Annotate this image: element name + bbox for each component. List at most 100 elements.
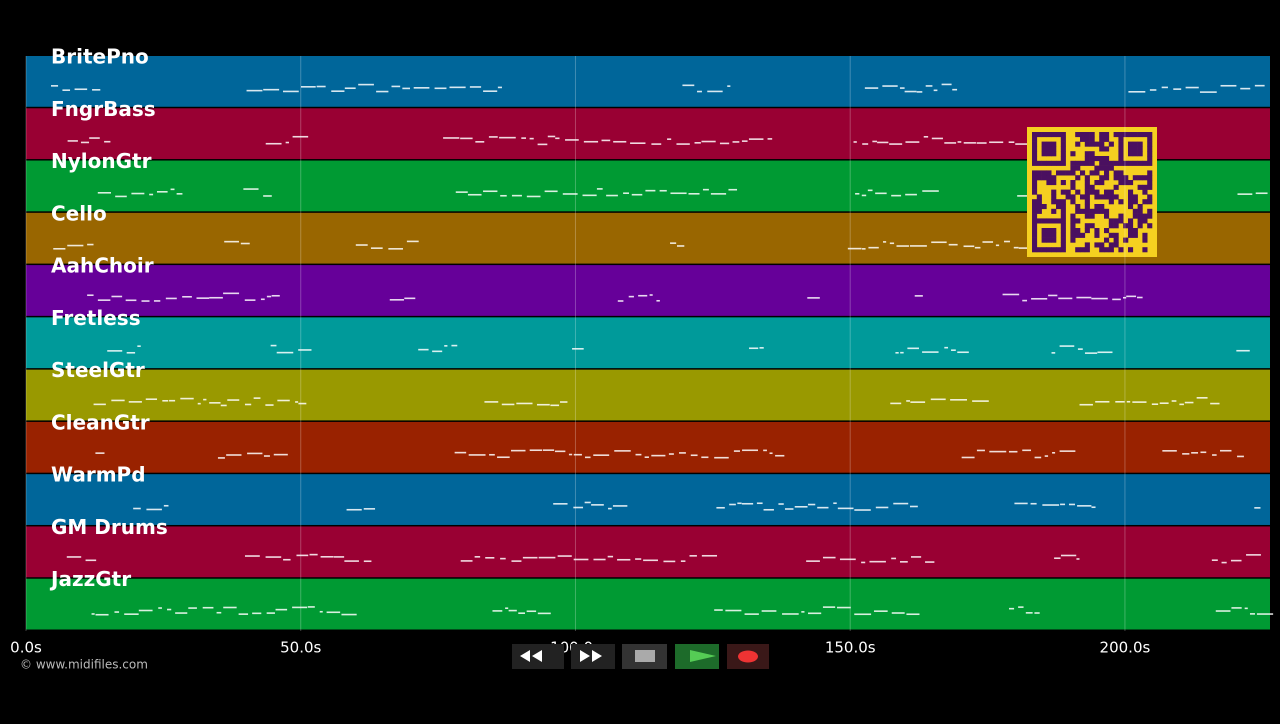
note <box>501 403 515 406</box>
qr-module <box>1118 136 1124 142</box>
note <box>265 404 274 406</box>
qr-module <box>1142 237 1148 243</box>
note <box>260 298 265 301</box>
note <box>663 560 676 563</box>
note <box>1044 455 1049 457</box>
qr-module <box>1132 232 1138 238</box>
note <box>326 611 341 614</box>
qr-module <box>1041 218 1047 224</box>
track-name: Cello <box>51 201 107 225</box>
note <box>188 607 197 609</box>
note <box>933 89 938 92</box>
qr-module <box>1089 156 1095 162</box>
qr-module <box>1128 151 1134 157</box>
qr-module <box>1104 165 1110 171</box>
note <box>643 559 658 562</box>
note <box>614 450 631 452</box>
note <box>363 508 376 510</box>
note <box>282 90 299 93</box>
note <box>138 609 153 612</box>
qr-module <box>1108 165 1114 171</box>
qr-module <box>1032 132 1038 138</box>
note <box>702 188 709 191</box>
qr-module <box>1051 146 1057 152</box>
note <box>454 451 467 454</box>
note <box>51 85 59 87</box>
qr-module <box>1147 136 1153 142</box>
note <box>197 402 201 405</box>
qr-module <box>1032 160 1038 166</box>
qr-module <box>1137 160 1143 166</box>
track-lane <box>26 578 1270 630</box>
qr-module <box>1075 208 1081 214</box>
qr-module <box>1094 141 1100 147</box>
qr-module <box>1128 194 1134 200</box>
note <box>907 347 919 350</box>
qr-module <box>1032 175 1038 181</box>
note <box>1077 505 1092 507</box>
note <box>565 139 579 141</box>
note <box>1059 345 1075 347</box>
qr-module <box>1056 247 1062 253</box>
track-lane <box>26 474 1270 525</box>
qr-module <box>1051 151 1057 157</box>
qr-module <box>1118 151 1124 157</box>
qr-module <box>1113 170 1119 176</box>
qr-module <box>1084 136 1090 142</box>
qr-module <box>1118 132 1124 138</box>
note <box>875 192 887 195</box>
qr-module <box>1104 170 1110 176</box>
note <box>158 607 162 609</box>
note <box>573 506 584 509</box>
qr-module <box>1032 170 1038 176</box>
qr-module <box>1099 194 1105 200</box>
qr-module <box>1060 160 1066 166</box>
qr-module <box>1051 218 1057 224</box>
note <box>1244 607 1248 610</box>
note <box>391 85 401 88</box>
note <box>855 192 860 195</box>
qr-module <box>1094 232 1100 238</box>
qr-module <box>1036 194 1042 200</box>
qr-module <box>1084 199 1090 205</box>
note <box>656 299 660 302</box>
qr-module <box>1036 199 1042 205</box>
note <box>283 558 291 561</box>
note <box>891 557 897 560</box>
qr-module <box>1104 175 1110 181</box>
qr-module <box>1041 247 1047 253</box>
note <box>402 87 411 90</box>
qr-module <box>1099 175 1105 181</box>
note <box>982 241 994 243</box>
note <box>1162 450 1177 452</box>
note <box>141 300 150 302</box>
qr-module <box>1084 141 1090 147</box>
note <box>460 560 473 562</box>
note <box>341 613 357 616</box>
qr-module <box>1060 237 1066 243</box>
qr-module <box>1041 160 1047 166</box>
note <box>680 560 686 562</box>
note <box>763 508 774 511</box>
note <box>180 397 194 400</box>
note <box>223 292 240 295</box>
qr-module <box>1089 223 1095 229</box>
qr-module <box>1056 204 1062 210</box>
qr-module <box>1065 189 1071 195</box>
qr-module <box>1123 237 1129 243</box>
qr-module <box>1070 237 1076 243</box>
note <box>244 299 256 301</box>
note <box>500 557 506 560</box>
note <box>1030 502 1037 505</box>
note <box>591 504 604 506</box>
qr-module <box>1108 199 1114 205</box>
note <box>275 608 288 611</box>
note <box>1042 504 1060 506</box>
note <box>613 140 627 143</box>
note <box>889 143 903 145</box>
qr-module <box>1118 160 1124 166</box>
note <box>537 612 551 615</box>
qr-module <box>1099 160 1105 166</box>
note <box>376 90 389 93</box>
note <box>630 142 646 144</box>
